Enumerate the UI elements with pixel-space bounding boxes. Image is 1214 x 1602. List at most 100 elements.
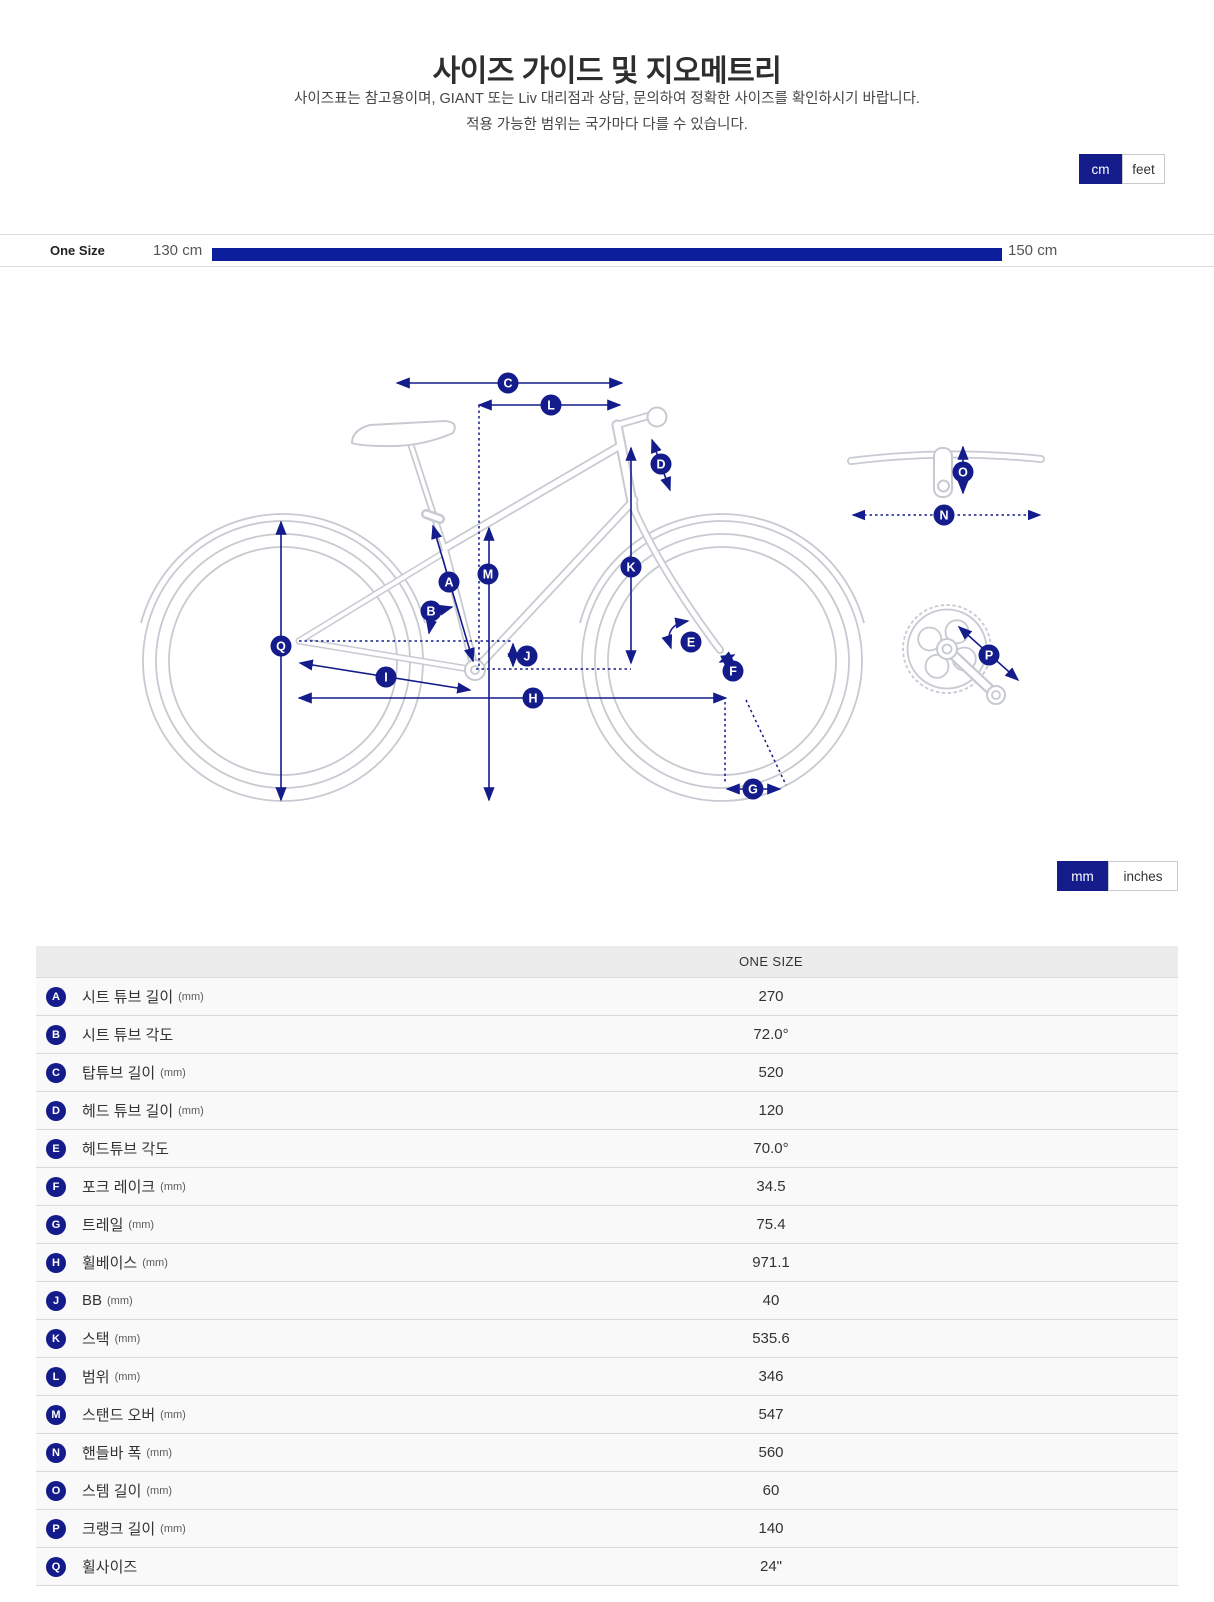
table-row: O 스템 길이 (mm) 60: [36, 1472, 1178, 1510]
row-key-badge: O: [46, 1480, 66, 1501]
diagram-badge-q: Q: [270, 635, 292, 657]
diagram-badge-p: P: [978, 644, 1000, 666]
subtitle-line-1: 사이즈표는 참고용이며, GIANT 또는 Liv 대리점과 상담, 문의하여 …: [294, 91, 920, 107]
row-value: 70.0°: [753, 1140, 789, 1157]
diagram-badge-n: N: [933, 504, 955, 526]
svg-text:G: G: [748, 783, 758, 797]
table-row: A 시트 튜브 길이 (mm) 270: [36, 978, 1178, 1016]
height-unit-toggle: cm feet: [1079, 154, 1165, 184]
row-label: 탑튜브 길이: [82, 1065, 156, 1082]
geometry-unit-toggle: mm inches: [1057, 861, 1178, 891]
svg-text:E: E: [687, 636, 695, 650]
row-key-badge: H: [46, 1252, 66, 1273]
diagram-badge-j: J: [516, 645, 538, 667]
row-value: 24": [759, 1558, 782, 1575]
row-unit: (mm): [160, 1066, 186, 1079]
svg-text:C: C: [503, 377, 512, 391]
svg-text:K: K: [626, 561, 635, 575]
row-key-badge: C: [46, 1062, 66, 1083]
row-unit: (mm): [160, 1180, 186, 1193]
column-header-one-size: ONE SIZE: [739, 954, 803, 969]
row-key-badge: J: [46, 1290, 66, 1311]
row-unit: (mm): [178, 1104, 204, 1117]
row-value: 971.1: [752, 1254, 790, 1271]
row-key-badge: N: [46, 1442, 66, 1463]
table-row: B 시트 튜브 각도 72.0°: [36, 1016, 1178, 1054]
size-range-bar: [212, 248, 1002, 261]
row-value: 34.5: [756, 1178, 786, 1195]
svg-text:F: F: [729, 665, 737, 679]
diagram-badge-b: B: [420, 600, 442, 622]
row-unit: (mm): [142, 1256, 168, 1269]
table-row: D 헤드 튜브 길이 (mm) 120: [36, 1092, 1178, 1130]
diagram-badge-e: E: [680, 631, 702, 653]
row-label: 스택: [82, 1331, 110, 1348]
cm-toggle-button[interactable]: cm: [1079, 154, 1122, 184]
svg-text:B: B: [426, 605, 435, 619]
table-row: H 휠베이스 (mm) 971.1: [36, 1244, 1178, 1282]
feet-toggle-button[interactable]: feet: [1122, 154, 1165, 184]
handlebar-grip: [646, 406, 668, 428]
size-range-max: 150 cm: [1008, 242, 1058, 259]
diagram-badge-o: O: [952, 461, 974, 483]
saddle: [350, 419, 456, 448]
row-label: BB: [82, 1292, 103, 1309]
diagram-badge-d: D: [650, 453, 672, 475]
table-row: C 탑튜브 길이 (mm) 520: [36, 1054, 1178, 1092]
mm-toggle-button[interactable]: mm: [1057, 861, 1108, 891]
size-range-min: 130 cm: [153, 242, 203, 259]
inches-toggle-button[interactable]: inches: [1108, 861, 1178, 891]
row-key-badge: B: [46, 1024, 66, 1045]
table-row: E 헤드튜브 각도 70.0°: [36, 1130, 1178, 1168]
row-value: 346: [758, 1368, 784, 1385]
diagram-badge-l: L: [540, 394, 562, 416]
svg-text:Q: Q: [276, 640, 286, 654]
row-unit: (mm): [160, 1522, 186, 1535]
diagram-badge-f: F: [722, 660, 744, 682]
row-unit: (mm): [114, 1332, 141, 1345]
row-label: 시트 튜브 각도: [82, 1027, 174, 1044]
table-row: Q 휠사이즈 24": [36, 1548, 1178, 1586]
row-value: 560: [758, 1444, 784, 1461]
bottom-bracket: [464, 659, 486, 681]
row-unit: (mm): [107, 1294, 133, 1307]
table-row: J BB (mm) 40: [36, 1282, 1178, 1320]
bike-outline: [140, 406, 865, 802]
svg-text:O: O: [958, 466, 968, 480]
row-value: 270: [758, 988, 784, 1005]
row-key-badge: P: [46, 1518, 66, 1539]
diagram-badge-h: H: [522, 687, 544, 709]
diagram-badge-c: C: [497, 372, 519, 394]
table-row: N 핸들바 폭 (mm) 560: [36, 1434, 1178, 1472]
svg-text:I: I: [384, 671, 387, 685]
table-header-row: ONE SIZE: [36, 946, 1178, 978]
row-value: 520: [758, 1064, 784, 1081]
page-title: 사이즈 가이드 및 지오메트리: [432, 55, 782, 89]
size-row-label: One Size: [50, 243, 105, 258]
table-row: P 크랭크 길이 (mm) 140: [36, 1510, 1178, 1548]
row-value: 120: [758, 1102, 784, 1119]
diagram-badge-k: K: [620, 556, 642, 578]
table-row: F 포크 레이크 (mm) 34.5: [36, 1168, 1178, 1206]
diagram-badge-m: M: [477, 563, 499, 585]
row-value: 547: [758, 1406, 784, 1423]
row-unit: (mm): [128, 1218, 155, 1231]
svg-text:P: P: [985, 649, 993, 663]
row-label: 스템 길이: [82, 1483, 142, 1500]
row-label: 포크 레이크: [82, 1179, 156, 1196]
table-row: G 트레일 (mm) 75.4: [36, 1206, 1178, 1244]
svg-text:N: N: [939, 509, 948, 523]
geometry-diagram: A B C D E F G H I J K L M N O P Q: [140, 372, 1045, 802]
size-guide-row: One Size 130 cm 150 cm: [0, 234, 1214, 267]
row-value: 535.6: [752, 1330, 790, 1347]
row-label: 범위: [82, 1369, 110, 1386]
table-row: M 스탠드 오버 (mm) 547: [36, 1396, 1178, 1434]
row-key-badge: G: [46, 1214, 66, 1235]
row-value: 40: [762, 1292, 780, 1309]
row-unit: (mm): [114, 1370, 141, 1383]
svg-text:H: H: [528, 692, 537, 706]
row-label: 헤드튜브 각도: [82, 1141, 169, 1158]
row-unit: (mm): [178, 990, 204, 1003]
row-key-badge: Q: [46, 1556, 66, 1577]
svg-text:L: L: [547, 399, 555, 413]
